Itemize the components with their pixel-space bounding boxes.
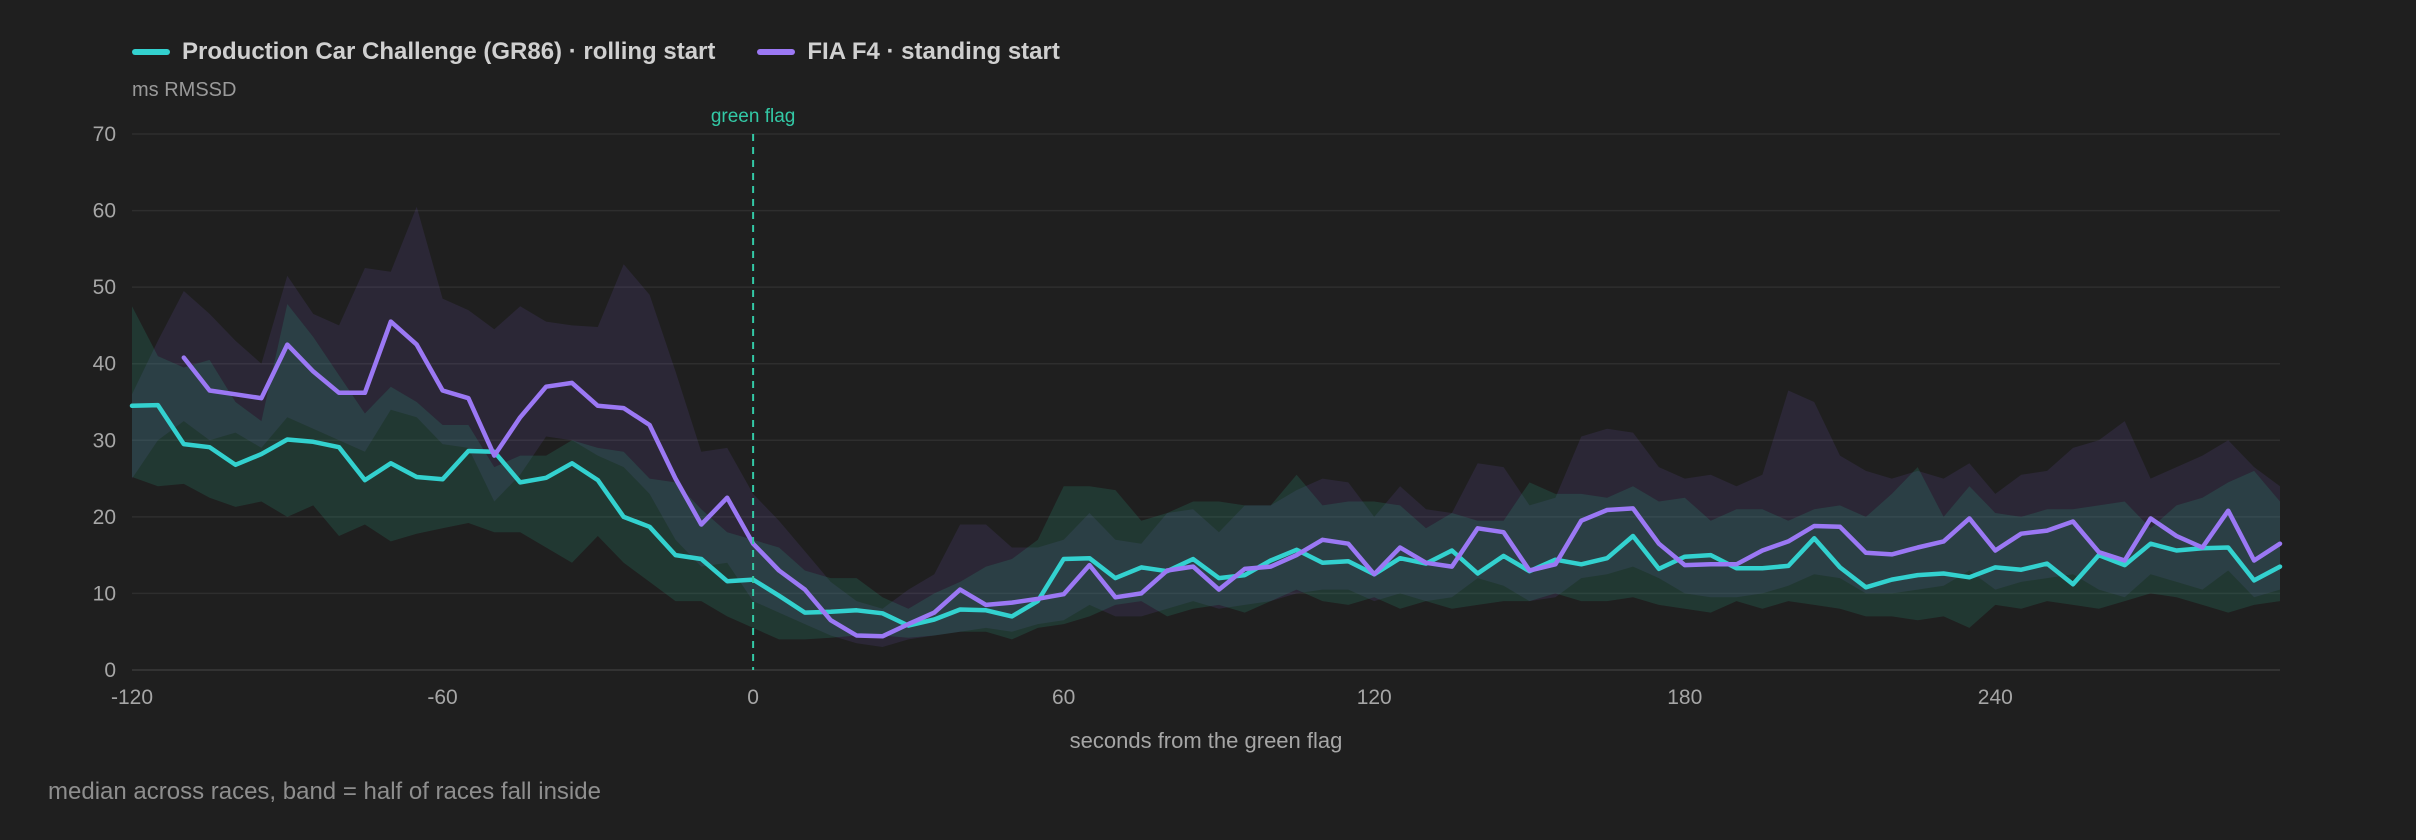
green-flag-label: green flag (711, 106, 796, 127)
x-tick-label: 0 (747, 686, 759, 709)
x-axis-label: seconds from the green flag (1070, 728, 1343, 753)
y-axis-label: ms RMSSD (132, 79, 237, 101)
green-flag-marker: green flag (711, 106, 796, 670)
legend-label-f4: FIA F4 · standing start (807, 38, 1060, 65)
y-tick-label: 20 (93, 506, 116, 529)
x-tick-label: 120 (1357, 686, 1392, 709)
legend-item-gr86[interactable]: Production Car Challenge (GR86) · rollin… (132, 38, 715, 66)
legend-label-gr86: Production Car Challenge (GR86) · rollin… (182, 38, 716, 65)
band-series-0 (132, 304, 2280, 640)
gridlines (132, 133, 2280, 671)
y-tick-label: 50 (93, 276, 116, 299)
footnote: median across races, band = half of race… (48, 778, 601, 805)
band-series-1 (132, 206, 2280, 647)
x-tick-label: 180 (1667, 686, 1702, 709)
series-lines (129, 319, 2283, 639)
y-tick-label: 40 (93, 353, 116, 376)
legend-swatch-f4 (757, 49, 796, 55)
y-axis-ticks: 0 10 20 30 40 50 60 70 (93, 123, 116, 682)
x-axis-ticks: -120 -60 0 60 120 180 240 (111, 686, 2013, 709)
x-tick-label: 60 (1052, 686, 1075, 709)
legend-swatch-gr86 (132, 49, 170, 55)
bands (132, 206, 2280, 647)
y-tick-label: 60 (93, 200, 116, 223)
y-tick-label: 10 (93, 582, 116, 605)
y-tick-label: 30 (93, 429, 116, 452)
x-tick-label: -60 (427, 686, 457, 709)
legend: Production Car Challenge (GR86) · rollin… (132, 38, 1102, 66)
legend-item-f4[interactable]: FIA F4 · standing start (757, 38, 1060, 66)
y-tick-label: 70 (93, 123, 116, 146)
y-tick-label: 0 (104, 659, 116, 682)
median-line-series-1 (181, 319, 2283, 639)
x-tick-label: -120 (111, 686, 153, 709)
median-line-series-0 (129, 402, 2283, 628)
x-tick-label: 240 (1978, 686, 2013, 709)
plot-area: green flag 0 10 20 30 40 50 60 70 -120 -60 0 60 120… (93, 106, 2283, 753)
